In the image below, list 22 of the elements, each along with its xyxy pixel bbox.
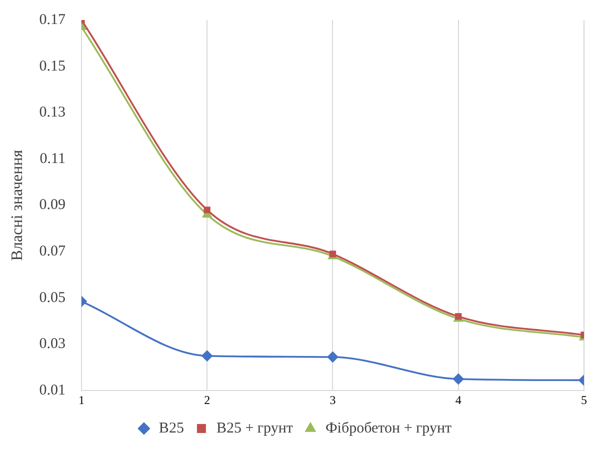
- x-tick-label: 3: [330, 392, 336, 407]
- y-tick-label: 0.05: [39, 290, 66, 306]
- point: [204, 206, 210, 214]
- y-tick-label: 0.09: [39, 197, 66, 214]
- point: [327, 352, 338, 363]
- x-tick-label: 4: [455, 392, 462, 407]
- y-tick-label: 0.15: [39, 58, 66, 74]
- x-tick-label: 5: [581, 392, 587, 407]
- legend-label: B25 + грунт: [216, 420, 294, 436]
- legend-label: Фібробетон + грунт: [325, 420, 452, 436]
- point: [452, 374, 464, 385]
- y-tick-label: 0.07: [39, 244, 66, 260]
- point: [202, 350, 213, 362]
- y-axis-title: Власні значення: [8, 149, 26, 261]
- y-tick-label: 0.11: [40, 150, 66, 167]
- legend-label: B25: [158, 420, 184, 436]
- x-tick-label: 1: [78, 392, 84, 407]
- y-tick-label: 0.13: [39, 104, 66, 121]
- y-tick-label: 0.17: [39, 12, 66, 28]
- y-tick-label: 0.03: [39, 336, 66, 352]
- x-tick-label: 2: [204, 392, 210, 407]
- y-tick-label: 0.01: [39, 382, 66, 399]
